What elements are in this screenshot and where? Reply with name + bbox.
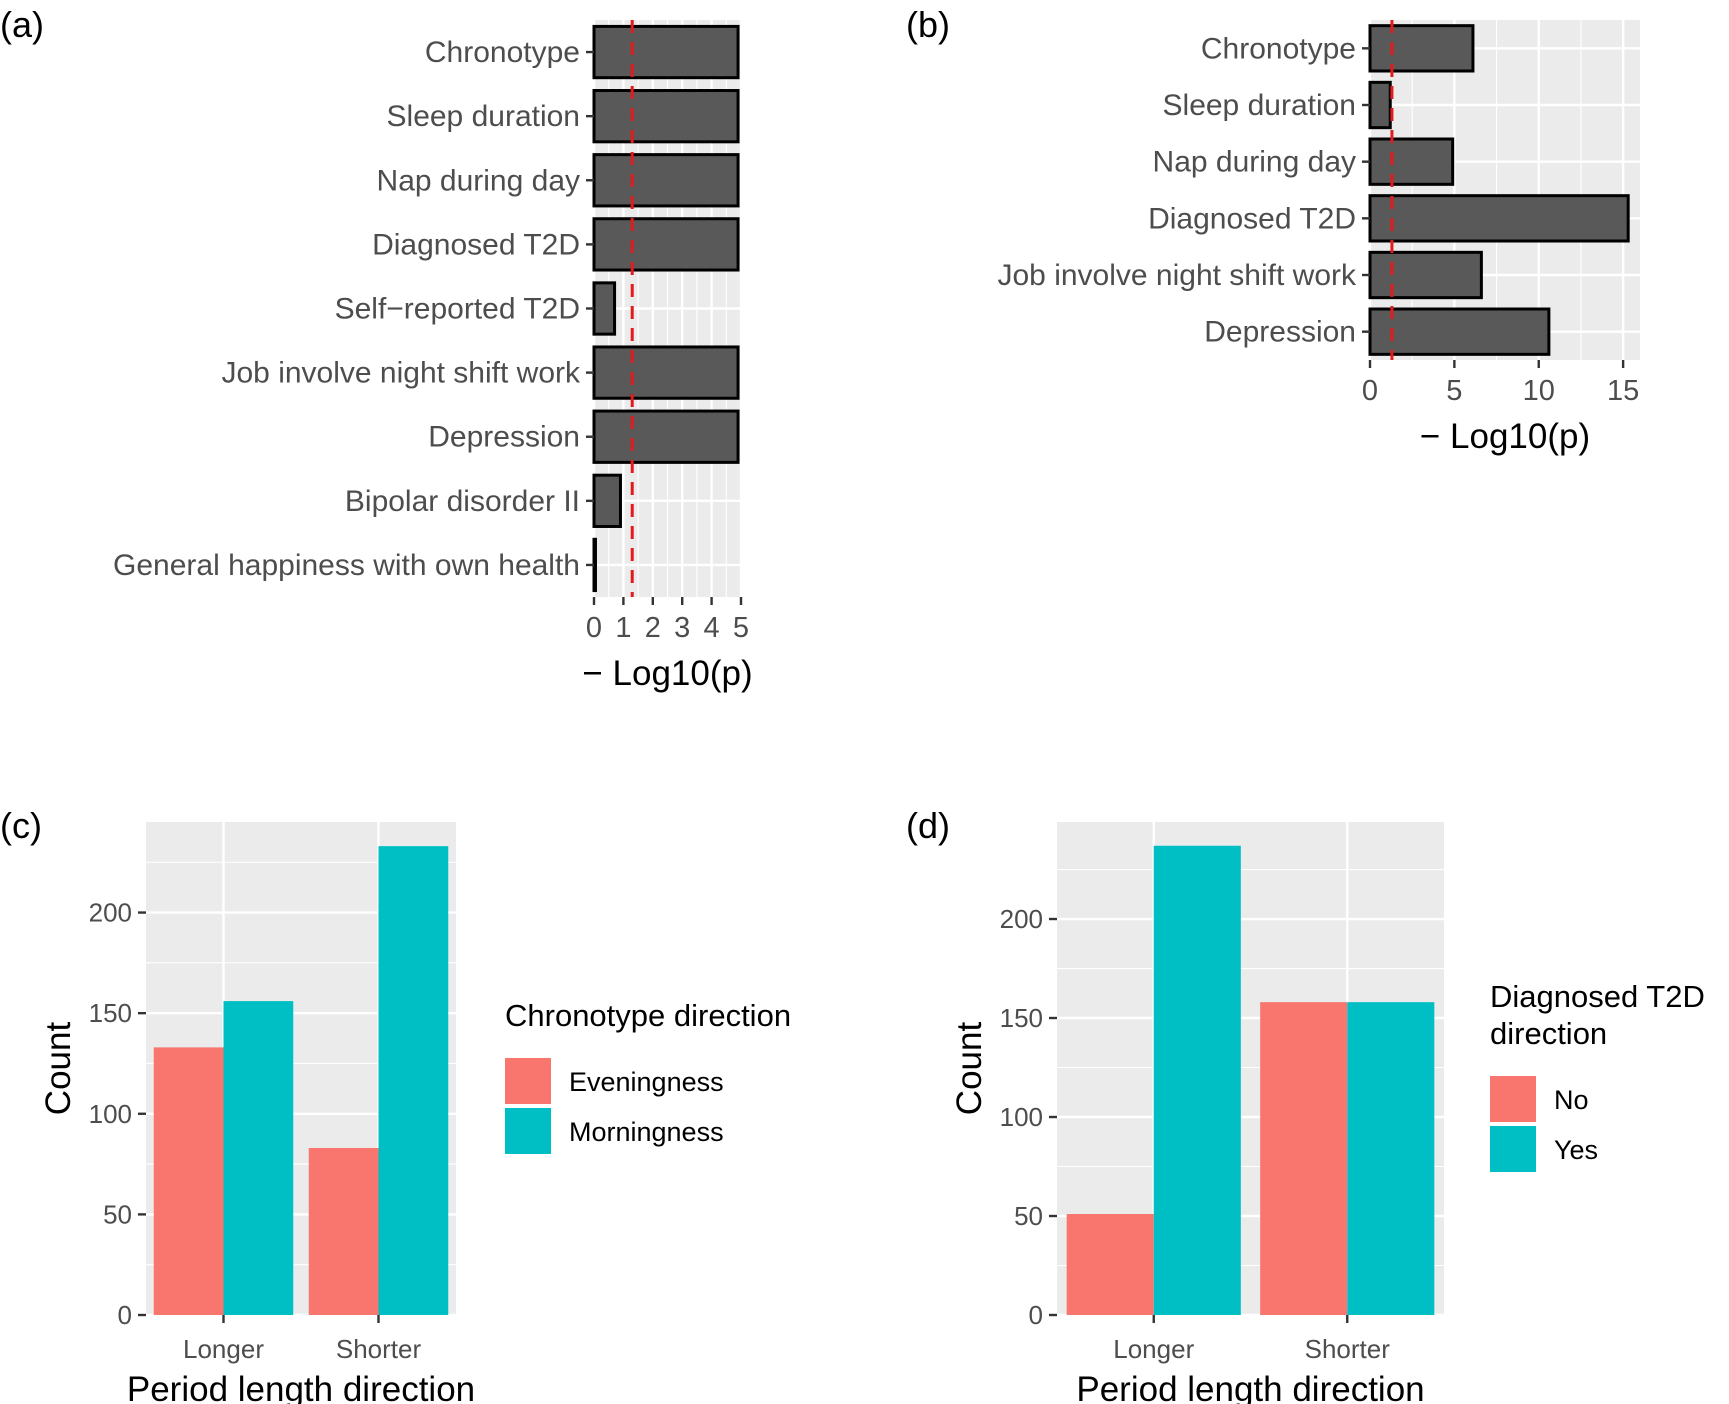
- bar-eveningness: [153, 1047, 224, 1315]
- chart-panel-a: Chronotype Sleep duration Nap during day Di…: [113, 20, 753, 693]
- y-tick-label: Diagnosed T2D: [372, 228, 580, 261]
- x-tick-label: 1: [615, 612, 631, 644]
- bar-yes: [1347, 1002, 1435, 1315]
- legend-label-eveningness: Eveningness: [569, 1067, 724, 1097]
- x-tick-label: 15: [1607, 375, 1639, 407]
- bar-eveningness: [308, 1147, 379, 1315]
- y-tick-label: 100: [1000, 1102, 1043, 1132]
- bar: [592, 281, 617, 336]
- bar: [592, 537, 597, 593]
- y-tick-label: Self−reported T2D: [335, 293, 580, 326]
- legend-label-no: No: [1554, 1085, 1589, 1115]
- y-tick-label: Bipolar disorder II: [345, 485, 580, 518]
- x-tick-label: Longer: [1113, 1334, 1194, 1364]
- bar-no: [1066, 1214, 1154, 1315]
- x-tick-label: 5: [1446, 375, 1462, 407]
- bar-morningness: [223, 1001, 294, 1315]
- legend-title: direction: [1490, 1016, 1607, 1051]
- x-tick-label: 0: [1362, 375, 1378, 407]
- x-axis-title: Period length direction: [1076, 1370, 1424, 1404]
- x-tick-label: 0: [586, 612, 602, 644]
- bar: [1368, 307, 1551, 356]
- chart-panel-b: Chronotype Sleep duration Nap during day Di…: [997, 20, 1640, 456]
- bar-no: [1260, 1002, 1348, 1315]
- x-tick-label: Shorter: [1305, 1334, 1391, 1364]
- legend-title: Chronotype direction: [505, 998, 791, 1033]
- y-tick-label: Job involve night shift work: [997, 259, 1357, 292]
- legend-key-yes: [1490, 1126, 1536, 1172]
- y-tick-label: Diagnosed T2D: [1148, 202, 1356, 235]
- x-tick-label: 3: [674, 612, 690, 644]
- y-tick-label: 150: [1000, 1003, 1043, 1033]
- bar: [592, 217, 740, 272]
- y-tick-label: General happiness with own health: [113, 549, 580, 582]
- legend-key-eveningness: [505, 1058, 551, 1104]
- bar: [592, 89, 740, 144]
- bar: [592, 345, 740, 400]
- bar: [592, 24, 740, 80]
- x-tick-label: 2: [645, 612, 661, 644]
- y-tick-label: Sleep duration: [387, 100, 580, 133]
- y-tick-label: Depression: [428, 421, 580, 454]
- legend-key-morningness: [505, 1108, 551, 1154]
- bar: [1368, 194, 1630, 243]
- legend-label-yes: Yes: [1554, 1135, 1598, 1165]
- y-tick-label: 50: [1014, 1201, 1043, 1231]
- y-tick-label: 50: [103, 1199, 132, 1229]
- x-tick-label: 5: [733, 612, 749, 644]
- x-tick-label: Longer: [183, 1334, 264, 1364]
- panel-label-d: (d): [906, 805, 950, 846]
- x-tick-label: Shorter: [336, 1334, 422, 1364]
- y-tick-label: Job involve night shift work: [221, 357, 581, 390]
- x-axis-title: − Log10(p): [582, 654, 752, 693]
- y-tick-label: Sleep duration: [1163, 89, 1356, 122]
- bar-morningness: [378, 846, 449, 1315]
- bar: [1368, 250, 1483, 300]
- panel-label-a: (a): [0, 4, 44, 45]
- y-tick-label: 150: [89, 998, 132, 1028]
- bar: [592, 153, 740, 208]
- panel-label-c: (c): [0, 805, 42, 846]
- x-axis-title: Period length direction: [127, 1370, 475, 1404]
- y-tick-label: 200: [1000, 904, 1043, 934]
- y-tick-label: Nap during day: [1153, 146, 1356, 179]
- plot-background: [1370, 20, 1640, 360]
- y-tick-label: 0: [1029, 1300, 1043, 1330]
- y-tick-label: Chronotype: [1201, 32, 1356, 65]
- y-tick-label: Depression: [1204, 316, 1356, 349]
- y-tick-label: Nap during day: [377, 164, 580, 197]
- legend-title: Diagnosed T2D: [1490, 979, 1705, 1014]
- bar: [1368, 137, 1455, 186]
- legend-key-no: [1490, 1076, 1536, 1122]
- y-tick-label: Chronotype: [425, 36, 580, 69]
- panel-label-b: (b): [906, 4, 950, 45]
- x-tick-label: 4: [704, 612, 720, 644]
- y-tick-label: 0: [118, 1300, 132, 1330]
- y-axis-title: Count: [39, 1022, 78, 1116]
- y-axis-title: Count: [950, 1022, 989, 1116]
- x-tick-label: 10: [1523, 375, 1555, 407]
- y-tick-label: 100: [89, 1099, 132, 1129]
- bar: [592, 409, 740, 464]
- chart-panel-c: 0 50 100 150 200 Longer Shorter Period length d…: [39, 822, 791, 1404]
- bar-yes: [1153, 845, 1241, 1315]
- y-tick-label: 200: [89, 898, 132, 928]
- x-axis-title: − Log10(p): [1420, 417, 1590, 456]
- bar: [1368, 24, 1475, 73]
- bar: [592, 473, 622, 528]
- chart-panel-d: 0 50 100 150 200 Longer Shorter Period length d…: [950, 822, 1705, 1404]
- bar: [1368, 80, 1392, 130]
- legend-label-morningness: Morningness: [569, 1117, 724, 1147]
